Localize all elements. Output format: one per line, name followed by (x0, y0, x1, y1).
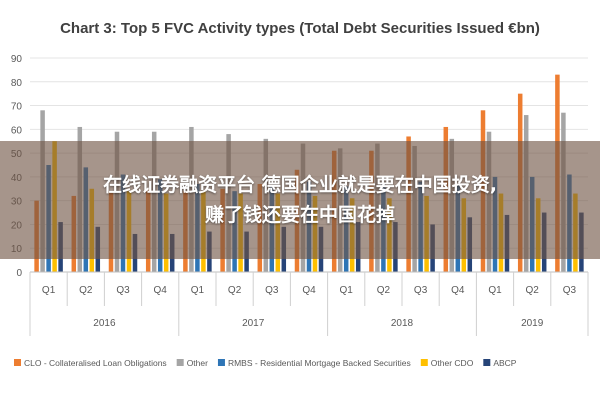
year-label: 2018 (391, 318, 414, 329)
y-tick-label: 0 (16, 268, 22, 279)
x-tick-label: Q3 (116, 285, 130, 296)
legend-swatch (483, 359, 491, 366)
y-tick-label: 70 (11, 102, 23, 113)
year-label: 2017 (242, 318, 265, 329)
x-tick-label: Q3 (563, 285, 577, 296)
legend-label: RMBS - Residential Mortgage Backed Secur… (228, 358, 411, 368)
legend-label: Other CDO (431, 358, 474, 368)
x-tick-label: Q4 (154, 285, 168, 296)
overlay-line-1: 在线证券融资平台 德国企业就是要在中国投资, (103, 174, 497, 196)
x-axis: Q1 Q2 Q3 Q4 Q1 Q2 Q3 Q4 Q1 Q2 Q3 Q4 Q1 Q2 Q3 2016 2017 20… (29, 271, 589, 336)
x-tick-label: Q1 (191, 285, 205, 296)
legend-swatch (217, 359, 225, 366)
legend-label: ABCP (493, 358, 516, 368)
x-tick-label: Q1 (42, 285, 56, 296)
legend-label: CLO - Collateralised Loan Obligations (24, 358, 167, 368)
y-tick-label: 80 (11, 78, 23, 89)
x-tick-label: Q2 (526, 285, 540, 296)
x-tick-label: Q4 (302, 285, 316, 296)
x-tick-label: Q4 (451, 285, 465, 296)
x-tick-label: Q2 (228, 285, 242, 296)
year-label: 2019 (521, 318, 544, 329)
x-tick-label: Q1 (340, 285, 354, 296)
legend-label: Other (187, 358, 208, 368)
legend-swatch (420, 359, 428, 366)
x-tick-label: Q3 (414, 285, 428, 296)
legend: CLO - Collateralised Loan Obligations Oth… (14, 358, 517, 368)
x-tick-label: Q2 (79, 285, 93, 296)
chart-title: Chart 3: Top 5 FVC Activity types (Total… (60, 20, 540, 37)
overlay-line-2: 赚了钱还要在中国花掉 (204, 204, 395, 226)
legend-swatch (14, 359, 21, 366)
x-tick-label: Q2 (377, 285, 391, 296)
x-tick-label: Q3 (265, 285, 279, 296)
y-tick-label: 60 (11, 125, 23, 136)
year-label: 2016 (93, 318, 116, 329)
overlay-banner: 在线证券融资平台 德国企业就是要在中国投资, 赚了钱还要在中国花掉 (0, 141, 600, 259)
y-tick-label: 90 (11, 54, 23, 65)
legend-swatch (176, 359, 184, 366)
x-tick-label: Q1 (488, 285, 502, 296)
